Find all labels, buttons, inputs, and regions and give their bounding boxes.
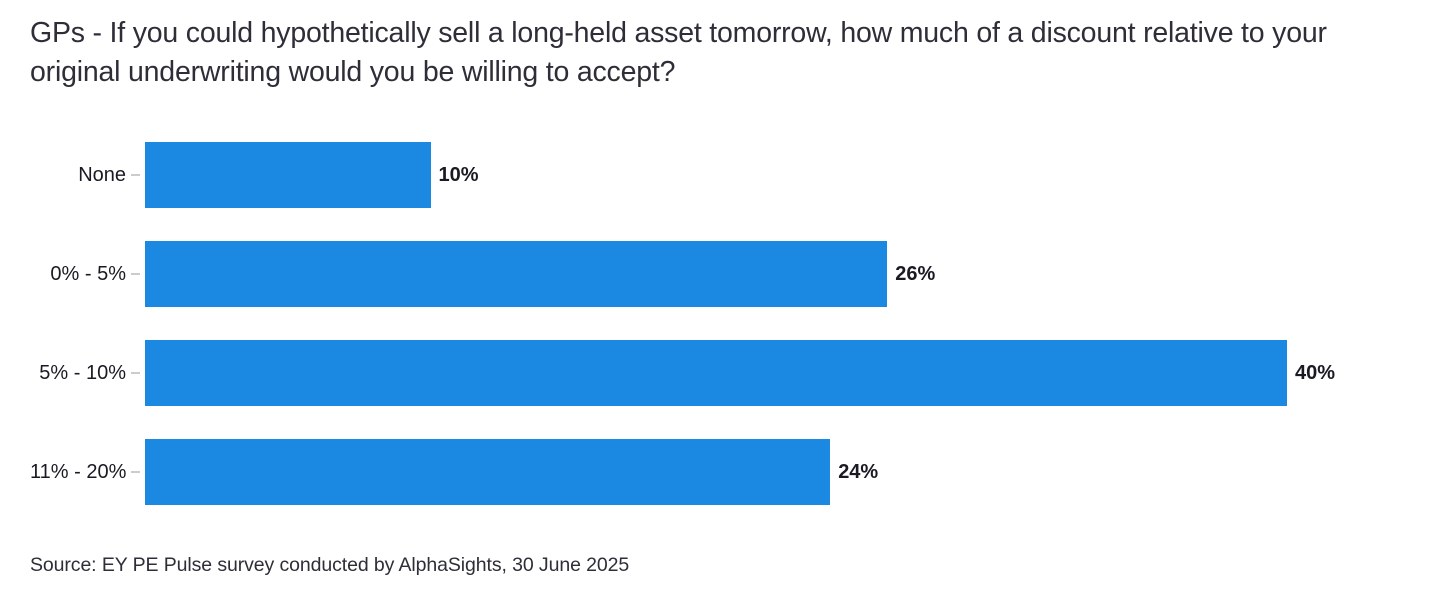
bar: [145, 340, 1287, 406]
bar: [145, 142, 431, 208]
axis-tick: [131, 174, 140, 176]
plot-area: 24%: [145, 439, 1287, 505]
plot-area: 26%: [145, 241, 1287, 307]
bar-chart-row: 11% - 20% 24%: [30, 439, 1426, 505]
bar-chart-row: 5% - 10% 40%: [30, 340, 1426, 406]
bar-chart: None 10% 0% - 5% 26% 5% - 10% 40%: [30, 142, 1426, 505]
plot-area: 40%: [145, 340, 1335, 406]
value-label: 40%: [1295, 361, 1336, 384]
bar: [145, 439, 831, 505]
source-note: Source: EY PE Pulse survey conducted by …: [30, 554, 630, 576]
value-label: 26%: [895, 262, 936, 285]
axis-tick: [131, 471, 140, 473]
bar-chart-row: None 10%: [30, 142, 1426, 208]
category-label: 5% - 10%: [39, 361, 126, 384]
category-label: None: [78, 163, 126, 186]
category-label: 0% - 5%: [50, 262, 126, 285]
category-label: 11% - 20%: [30, 460, 127, 483]
bar-chart-row: 0% - 5% 26%: [30, 241, 1426, 307]
bar: [145, 241, 888, 307]
plot-area: 10%: [145, 142, 1287, 208]
axis-tick: [131, 372, 140, 374]
value-label: 24%: [838, 460, 879, 483]
value-label: 10%: [438, 163, 479, 186]
axis-tick: [131, 273, 140, 275]
chart-title: GPs - If you could hypothetically sell a…: [30, 17, 1327, 88]
